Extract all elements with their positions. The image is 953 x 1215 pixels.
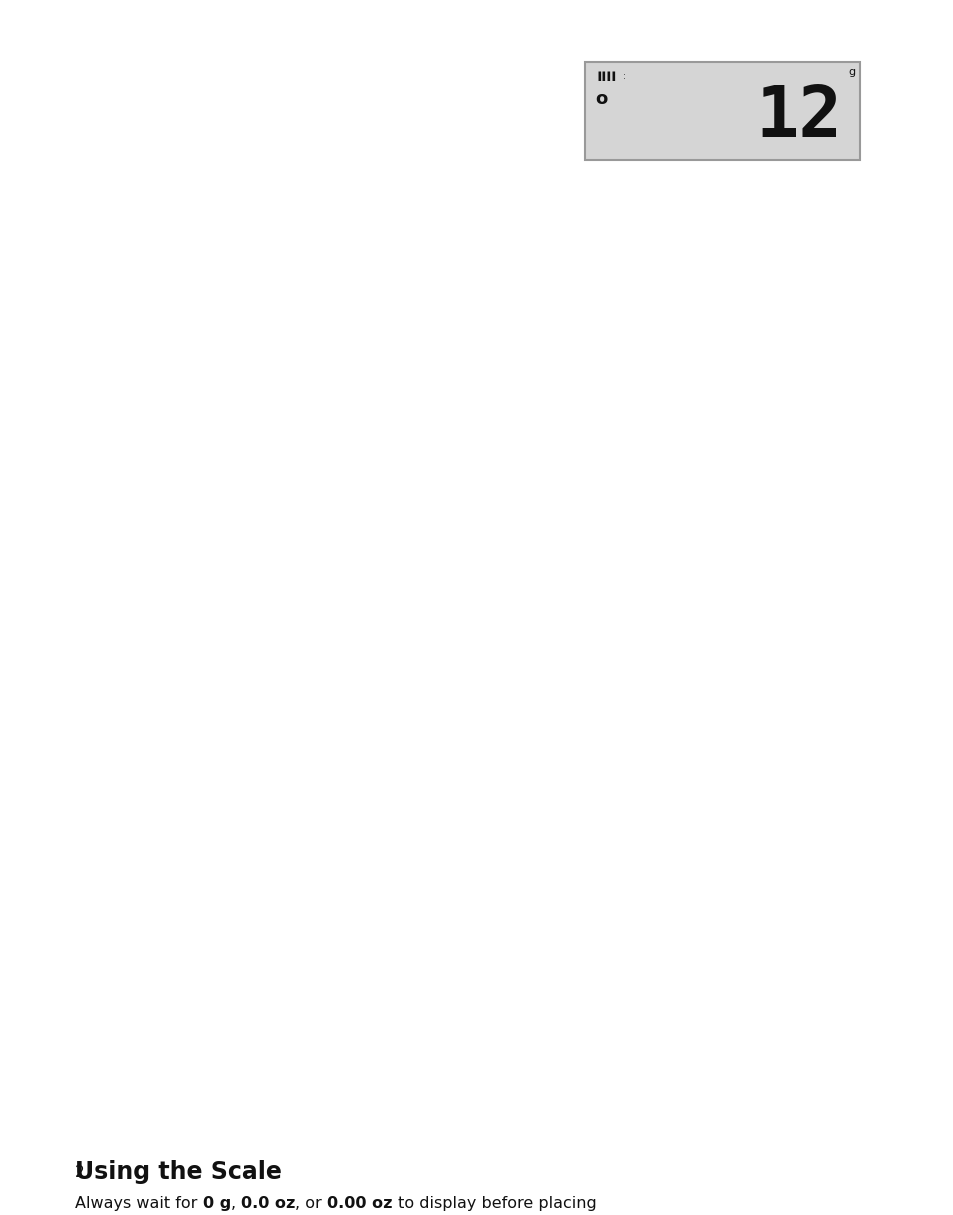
Text: 0.0 oz: 0.0 oz bbox=[241, 1196, 295, 1211]
Text: 0.00 oz: 0.00 oz bbox=[327, 1196, 393, 1211]
Text: 12: 12 bbox=[754, 83, 841, 152]
Text: :: : bbox=[622, 72, 625, 81]
FancyBboxPatch shape bbox=[584, 62, 859, 160]
Text: to display before placing: to display before placing bbox=[393, 1196, 596, 1211]
Text: , or: , or bbox=[295, 1196, 327, 1211]
Text: g: g bbox=[847, 67, 854, 77]
Text: 2: 2 bbox=[75, 1165, 85, 1180]
Text: Using the Scale: Using the Scale bbox=[75, 1160, 281, 1183]
Text: 0 g: 0 g bbox=[202, 1196, 231, 1211]
Text: ▐▐▐▐: ▐▐▐▐ bbox=[595, 72, 615, 81]
Text: o: o bbox=[595, 90, 607, 108]
Text: ,: , bbox=[231, 1196, 241, 1211]
Text: Always wait for: Always wait for bbox=[75, 1196, 202, 1211]
